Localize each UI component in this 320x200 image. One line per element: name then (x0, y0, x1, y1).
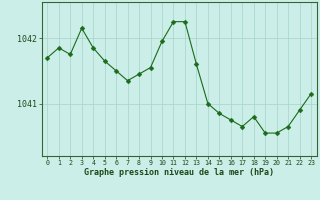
X-axis label: Graphe pression niveau de la mer (hPa): Graphe pression niveau de la mer (hPa) (84, 168, 274, 177)
